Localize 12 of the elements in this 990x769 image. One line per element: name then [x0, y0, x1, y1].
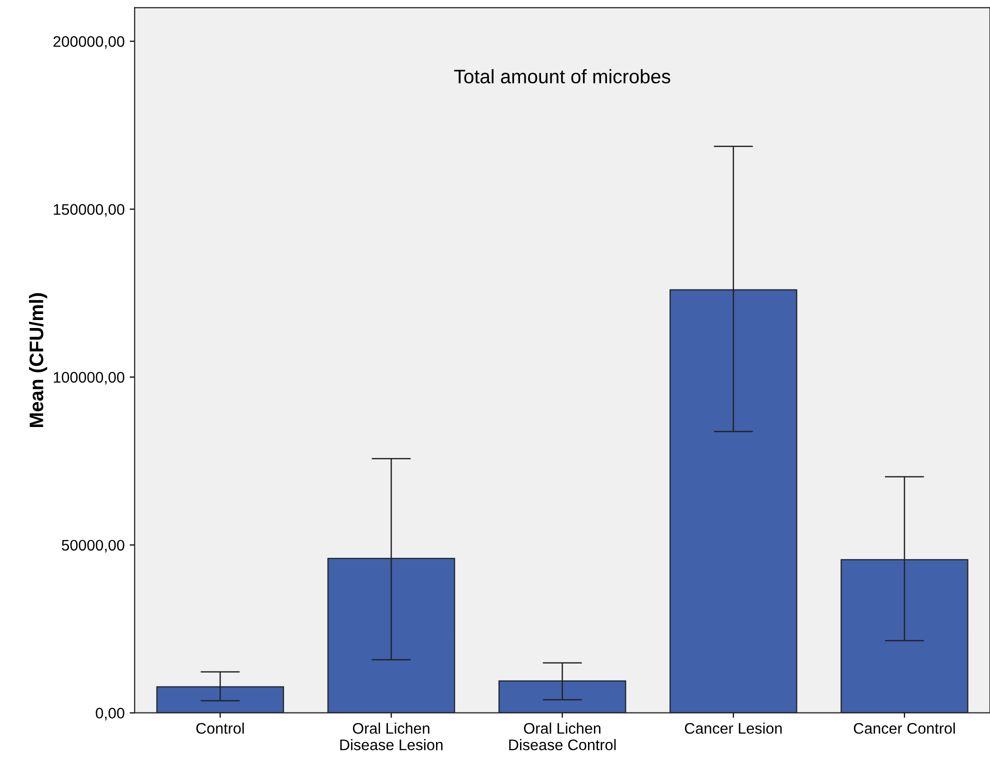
- y-tick-label: 100000,00: [54, 372, 124, 385]
- y-tick-label: 200000,00: [53, 36, 124, 49]
- x-tick-label: Control: [196, 722, 244, 734]
- text: Total amount of microbes: [454, 69, 670, 84]
- y-tick-label: 0,00: [96, 708, 124, 720]
- x-tick-label: Oral Lichen Disease Lesion: [340, 722, 442, 750]
- y-tick-label: 150000,00: [54, 204, 124, 217]
- x-tick-label: Cancer Lesion: [684, 722, 782, 734]
- x-tick-label: Cancer Control: [854, 722, 955, 734]
- y-tick-label: 50000,00: [62, 540, 124, 552]
- x-tick-label: Oral Lichen Disease Control: [509, 722, 616, 750]
- y-axis-title: Mean (CFU/ml): [29, 293, 48, 428]
